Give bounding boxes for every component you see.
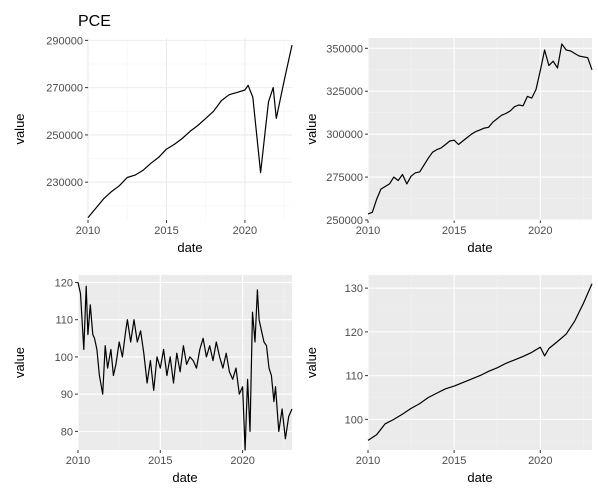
- y-tick-label: 250000: [326, 215, 363, 227]
- panel-background: [368, 38, 592, 220]
- y-tick-label: 290000: [46, 35, 83, 47]
- y-tick-label: 325000: [326, 86, 363, 98]
- x-tick-label: 2010: [356, 225, 380, 237]
- y-axis-title: value: [12, 347, 27, 378]
- x-tick-label: 2015: [442, 455, 466, 467]
- x-axis-title: date: [177, 240, 202, 255]
- y-tick-label: 250000: [46, 130, 83, 142]
- x-axis-title: date: [467, 470, 492, 485]
- x-axis-title: date: [467, 240, 492, 255]
- y-tick-label: 80: [61, 426, 73, 438]
- x-tick-label: 2020: [230, 455, 254, 467]
- chart-title: PCE: [78, 13, 111, 30]
- y-tick-label: 110: [345, 371, 363, 383]
- x-tick-label: 2020: [233, 225, 257, 237]
- x-tick-label: 2015: [148, 455, 172, 467]
- chart-panel-4: 2010 2015 2020 100 110 120 130 date value: [304, 275, 593, 485]
- panel-background: [88, 38, 292, 220]
- x-tick-label: 2010: [76, 225, 100, 237]
- y-tick-label: 100: [55, 352, 73, 364]
- x-tick-label: 2020: [528, 225, 552, 237]
- y-tick-label: 350000: [326, 43, 363, 55]
- y-tick-label: 275000: [326, 172, 363, 184]
- y-tick-label: 300000: [326, 129, 363, 141]
- x-tick-label: 2020: [528, 455, 552, 467]
- chart-panel-3: 2010 2015 2020 80 90 100 110 120 date value: [12, 275, 293, 485]
- y-tick-label: 120: [345, 327, 363, 339]
- chart-panel-1: 2010 2015 2020 230000 250000 270000 290000 date…: [12, 13, 293, 255]
- y-tick-label: 230000: [46, 177, 83, 189]
- series-line: [367, 43, 593, 215]
- x-tick-label: 2010: [356, 455, 380, 467]
- x-axis-title: date: [172, 470, 197, 485]
- y-axis-title: value: [304, 113, 319, 144]
- x-tick-label: 2010: [66, 455, 90, 467]
- series-line: [77, 282, 293, 451]
- panel-background: [368, 275, 592, 450]
- y-tick-label: 110: [55, 315, 73, 327]
- y-axis-title: value: [304, 347, 319, 378]
- x-tick-label: 2015: [154, 225, 178, 237]
- y-tick-label: 90: [61, 389, 73, 401]
- series-line: [87, 44, 293, 218]
- x-tick-label: 2015: [442, 225, 466, 237]
- y-tick-label: 100: [345, 414, 363, 426]
- series-line: [367, 283, 593, 441]
- chart-panel-2: 2010 2015 2020 250000 275000 300000 325000 3500…: [304, 38, 593, 255]
- y-tick-label: 120: [55, 277, 73, 289]
- y-tick-label: 270000: [46, 83, 83, 95]
- y-axis-title: value: [12, 113, 27, 144]
- y-tick-label: 130: [345, 283, 363, 295]
